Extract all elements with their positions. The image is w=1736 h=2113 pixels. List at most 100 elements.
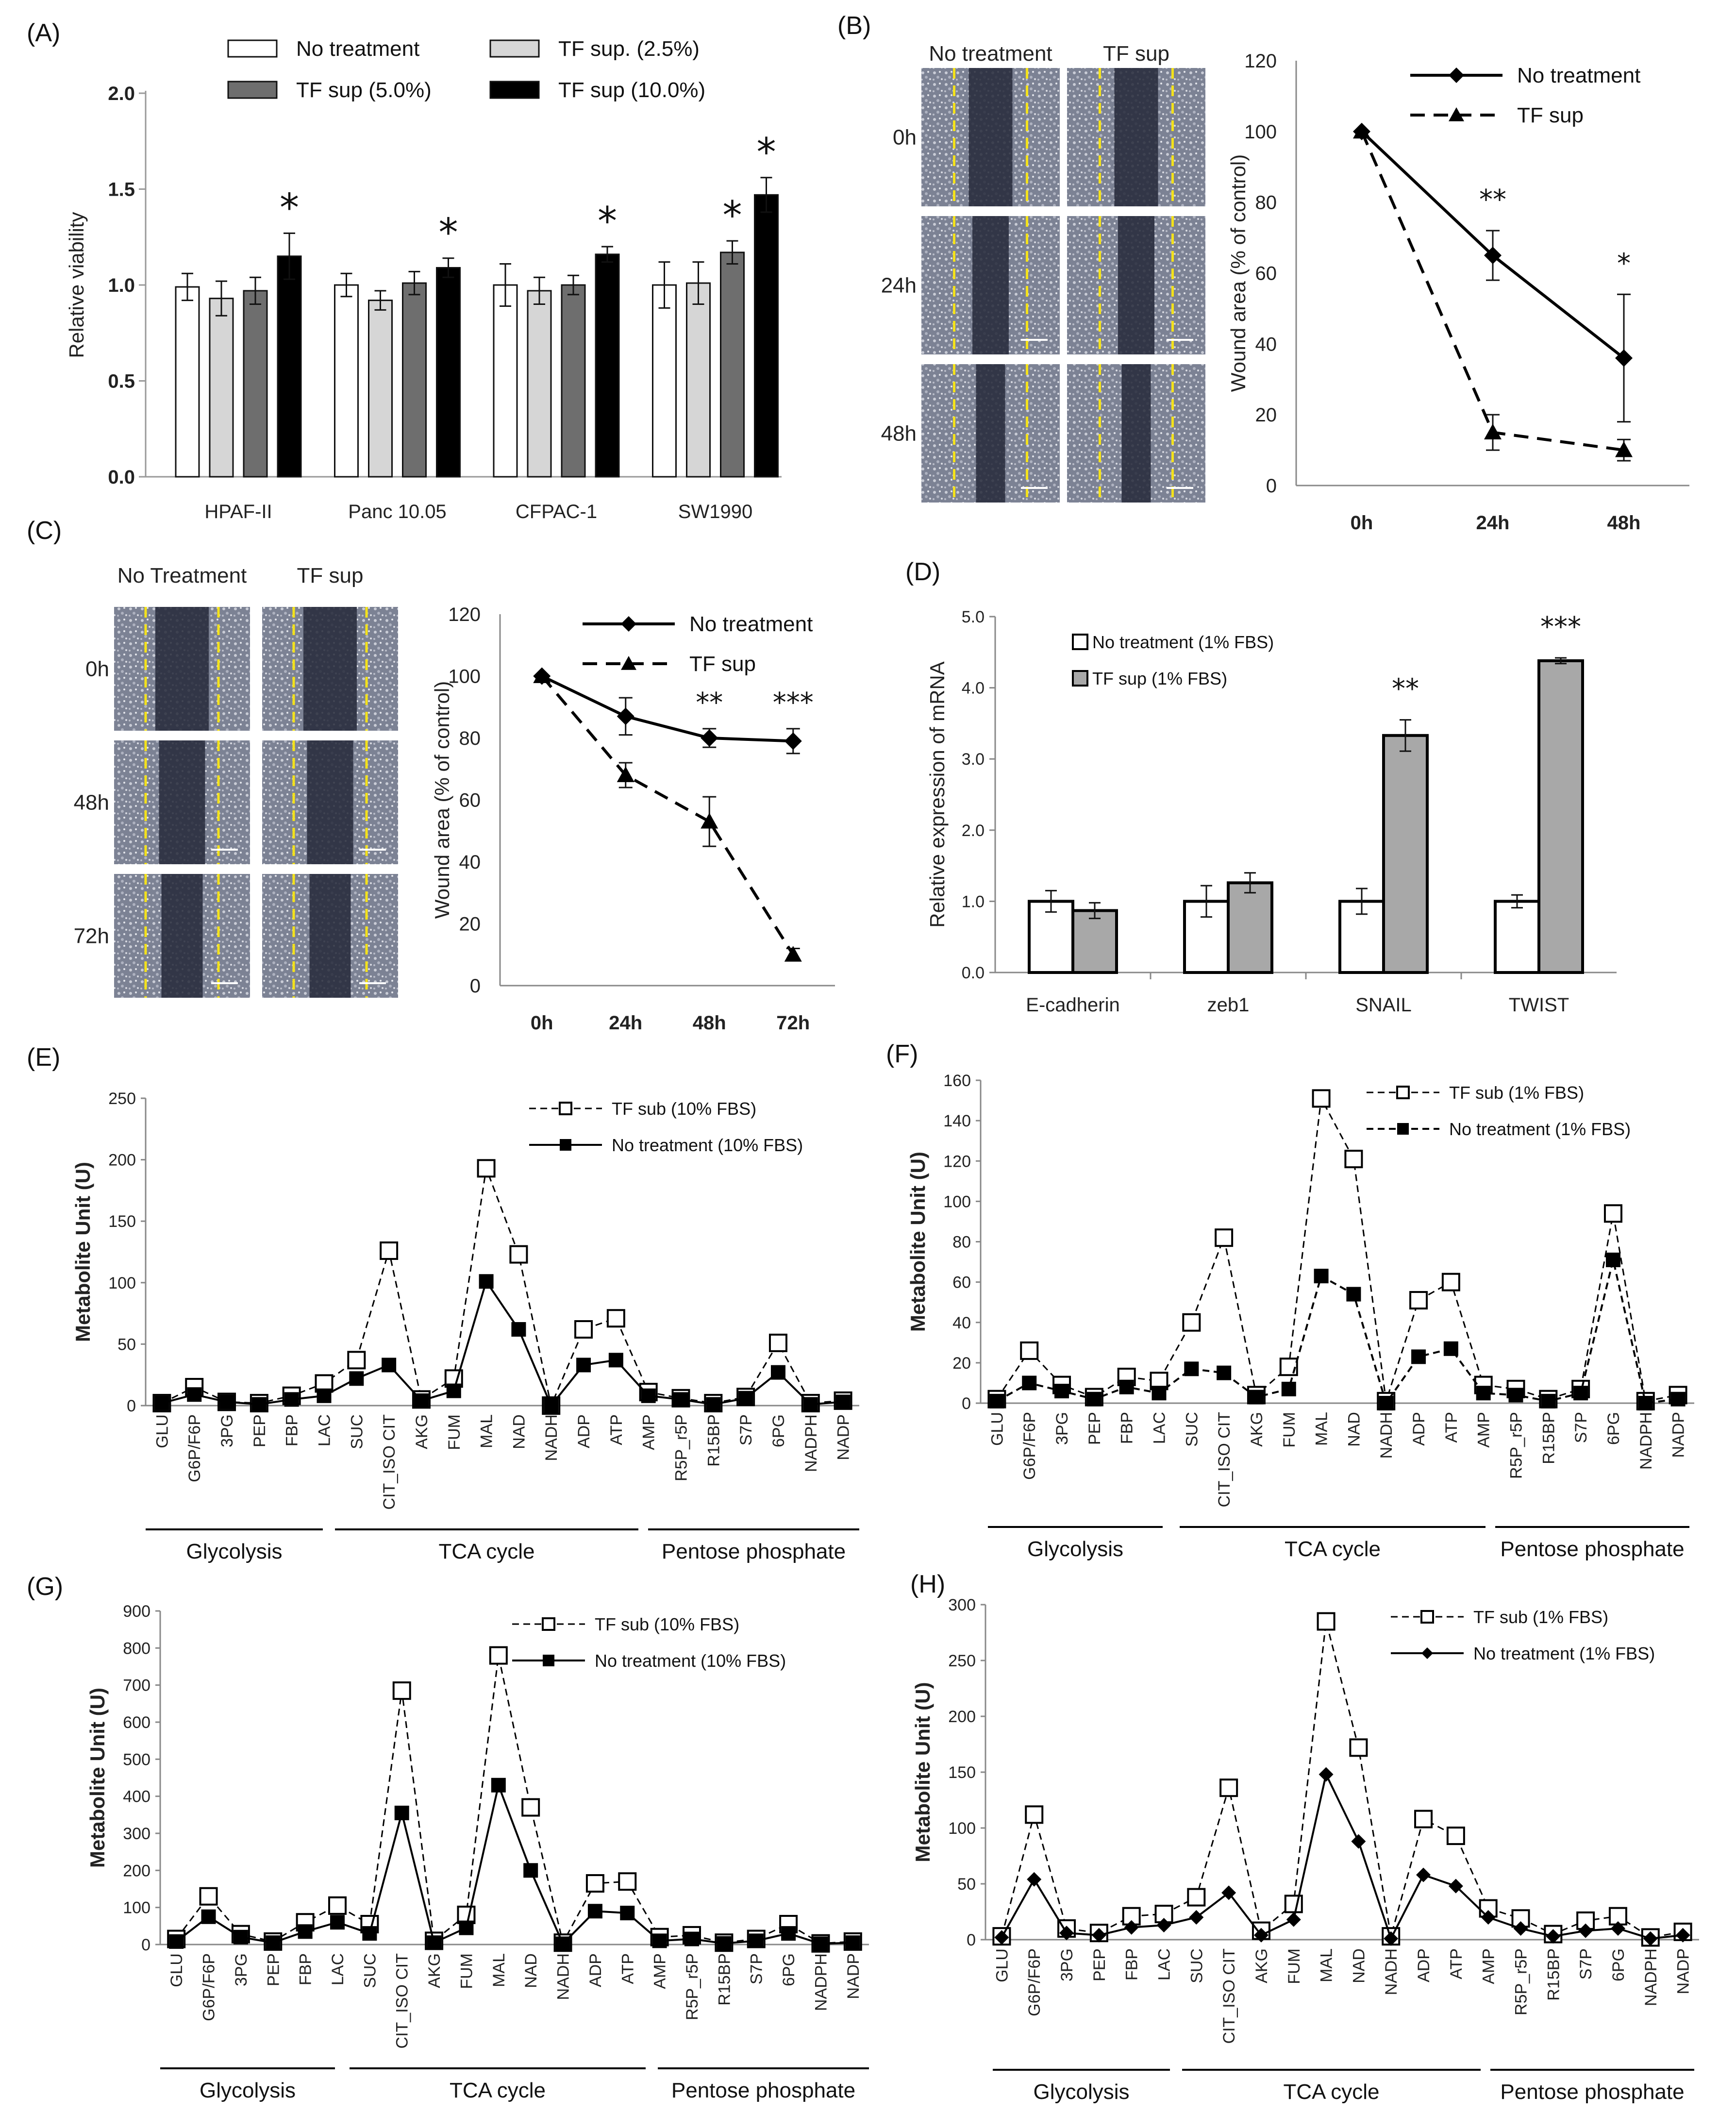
data-point: [1675, 1928, 1690, 1943]
bar: [1537, 659, 1584, 974]
data-point: [154, 1395, 169, 1410]
y-tick-label: 250: [948, 1652, 976, 1670]
data-point: [1249, 1390, 1264, 1405]
x-tick-label: CIT_ISO CIT: [393, 1953, 412, 2048]
y-tick-label: 50: [117, 1335, 136, 1354]
x-tick-label: R15BP: [715, 1953, 734, 2006]
data-point: [1603, 1204, 1622, 1223]
data-point: [1353, 122, 1370, 139]
data-point: [1215, 1228, 1234, 1247]
image-column-label: TF sup: [1103, 42, 1169, 66]
panel-label: (A): [27, 19, 60, 47]
data-point: [394, 1806, 409, 1821]
x-tick-label: NADPH: [802, 1414, 820, 1472]
y-tick-label: 2.0: [962, 822, 985, 840]
legend-label: No treatment (10% FBS): [612, 1135, 803, 1155]
group-label: Pentose phosphate: [1500, 2080, 1684, 2104]
x-tick-label: LAC: [1155, 1948, 1174, 1980]
x-tick-label: SUC: [1187, 1948, 1206, 1983]
legend-label: No treatment (1% FBS): [1473, 1643, 1655, 1663]
data-point: [523, 1863, 538, 1878]
data-point: [1670, 1392, 1686, 1407]
y-tick-label: 100: [943, 1192, 971, 1211]
data-point: [845, 1935, 860, 1950]
legend-marker: [1449, 67, 1464, 83]
y-tick-label: 120: [448, 604, 481, 625]
legend-swatch: [489, 81, 540, 99]
data-point: [1638, 1396, 1653, 1410]
data-point: [781, 1926, 796, 1941]
legend-swatch: [227, 81, 278, 99]
x-tick-label: GLU: [988, 1412, 1006, 1446]
significance-star: *: [439, 210, 458, 255]
x-tick-label: CFPAC-1: [516, 501, 597, 522]
y-tick-label: 100: [123, 1899, 150, 1917]
bar: [561, 284, 586, 478]
data-point: [813, 1936, 828, 1951]
y-tick-label: 0: [962, 1394, 971, 1413]
wound-gap: [968, 68, 1013, 206]
data-point: [576, 1358, 591, 1373]
x-tick-label: FUM: [457, 1953, 476, 1989]
legend-label: No treatment (1% FBS): [1092, 632, 1274, 652]
y-tick-label: 1.0: [108, 275, 135, 296]
data-point: [1605, 1252, 1620, 1267]
x-tick-label: 24h: [1476, 512, 1510, 534]
image-row-label: 24h: [881, 274, 917, 298]
data-point: [738, 1391, 753, 1406]
y-axis-title: Metabolite Unit (U): [911, 1682, 934, 1862]
data-point: [199, 1887, 218, 1906]
x-tick-label: 48h: [693, 1012, 726, 1034]
y-tick-label: 20: [1255, 404, 1277, 426]
x-tick-label: NADP: [1669, 1412, 1688, 1458]
wound-gap: [309, 874, 351, 998]
significance-annotation: **: [1479, 184, 1506, 216]
y-tick-label: 300: [948, 1596, 976, 1614]
data-point: [477, 1159, 496, 1178]
data-point: [768, 1333, 787, 1352]
y-tick-label: 0: [141, 1936, 150, 1954]
panel-label: (E): [27, 1043, 60, 1072]
data-point: [1086, 1392, 1102, 1407]
data-point: [1156, 1918, 1171, 1933]
x-tick-label: AKG: [1248, 1412, 1266, 1447]
data-point: [749, 1933, 764, 1948]
data-point: [459, 1920, 474, 1935]
group-label: TCA cycle: [438, 1540, 534, 1563]
x-tick-label: G6P/F6P: [1020, 1412, 1039, 1480]
data-point: [1189, 1910, 1204, 1925]
data-point: [717, 1936, 732, 1951]
data-point: [330, 1915, 345, 1930]
data-point: [1253, 1928, 1269, 1943]
y-tick-label: 0.5: [108, 371, 135, 392]
x-tick-label: Panc 10.05: [348, 501, 446, 522]
wound-gap: [972, 216, 1009, 354]
x-tick-label: ADP: [1410, 1412, 1428, 1446]
y-tick-label: 100: [1244, 121, 1277, 143]
data-point: [641, 1388, 656, 1403]
data-point: [298, 1924, 313, 1939]
legend-label: TF sup. (2.5%): [558, 37, 700, 61]
image-row-label: 48h: [881, 422, 917, 446]
data-point: [1281, 1381, 1296, 1396]
y-tick-label: 60: [459, 790, 481, 811]
legend-marker: [1396, 1086, 1410, 1099]
wound-gap: [161, 874, 203, 998]
y-tick-label: 700: [123, 1677, 150, 1695]
y-tick-label: 60: [1255, 263, 1277, 285]
data-point: [1615, 441, 1633, 457]
bar: [1494, 900, 1540, 974]
legend-label: No treatment: [296, 37, 419, 61]
data-point: [233, 1929, 248, 1945]
data-point: [251, 1397, 267, 1412]
y-tick-label: 100: [448, 666, 481, 688]
wound-gap: [307, 740, 353, 864]
y-tick-label: 60: [952, 1274, 971, 1292]
data-point: [1484, 247, 1502, 265]
data-point: [1484, 423, 1502, 440]
bar: [1028, 900, 1074, 974]
data-point: [1119, 1379, 1134, 1394]
x-tick-label: GLU: [167, 1953, 186, 1987]
series-line: [1360, 131, 1624, 452]
data-point: [382, 1358, 397, 1373]
